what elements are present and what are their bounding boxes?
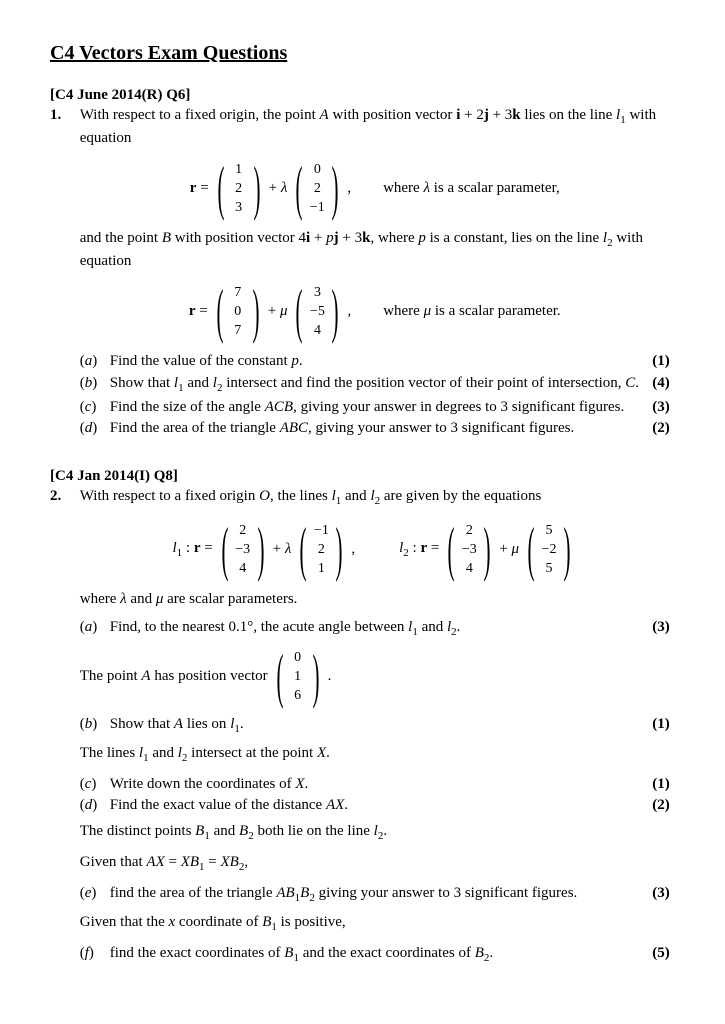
text: and: [341, 488, 370, 504]
text: with position vector: [329, 107, 457, 123]
text: where: [383, 180, 423, 196]
text: .: [326, 745, 330, 761]
q1-part-b: (b) Show that l1 and l2 intersect and fi…: [80, 373, 670, 396]
text: Given that: [80, 854, 147, 870]
q2-part-c: (c) Write down the coordinates of X. (1): [80, 774, 670, 794]
text: where: [80, 591, 120, 607]
text: =: [165, 854, 181, 870]
text: and: [127, 591, 156, 607]
marks: (1): [642, 714, 670, 734]
q1-part-a: (a) Find the value of the constant p. (1…: [80, 351, 670, 371]
text: Given that the: [80, 914, 169, 930]
q1-part-c: (c) Find the size of the angle ACB, givi…: [80, 397, 670, 417]
text: With respect to a fixed origin: [80, 488, 259, 504]
q2-body: With respect to a fixed origin O, the li…: [80, 486, 670, 971]
text: intersect at the point: [187, 745, 317, 761]
text: is positive,: [277, 914, 346, 930]
text: The point: [80, 668, 142, 684]
q1-part-d: (d) Find the area of the triangle ABC, g…: [80, 418, 670, 438]
page-title: C4 Vectors Exam Questions: [50, 40, 675, 67]
marks: (2): [642, 795, 670, 815]
text: =: [205, 854, 221, 870]
text: The lines: [80, 745, 139, 761]
text: both lie on the line: [254, 823, 374, 839]
q2-part-e: (e) find the area of the triangle AB1B2 …: [80, 883, 670, 906]
marks: (3): [642, 617, 670, 637]
text: is a constant, lies on the line: [426, 230, 603, 246]
marks: (3): [642, 883, 670, 903]
text: , where: [370, 230, 418, 246]
marks: (1): [642, 774, 670, 794]
q2-part-d: (d) Find the exact value of the distance…: [80, 795, 670, 815]
text: coordinate of: [175, 914, 262, 930]
q2-eqn: l1 : r = (2−34) + λ (−121) , l2 : r = (2…: [80, 519, 670, 579]
marks: (2): [642, 418, 670, 438]
marks: (1): [642, 351, 670, 371]
text: The distinct points: [80, 823, 195, 839]
text: is a scalar parameter,: [430, 180, 560, 196]
text: , the lines: [270, 488, 332, 504]
q2-header: [C4 Jan 2014(I) Q8]: [50, 466, 675, 486]
q2-number: 2.: [50, 486, 76, 506]
text: .: [383, 823, 387, 839]
q2-part-a: (a) Find, to the nearest 0.1°, the acute…: [80, 617, 670, 640]
q1-body: With respect to a fixed origin, the poin…: [80, 105, 670, 444]
marks: (3): [642, 397, 670, 417]
text: is a scalar parameter.: [431, 303, 561, 319]
text: With respect to a fixed origin, the poin…: [80, 107, 320, 123]
q1-header: [C4 June 2014(R) Q6]: [50, 85, 675, 105]
marks: (5): [642, 943, 670, 963]
text: lies on the line: [521, 107, 616, 123]
text: are scalar parameters.: [163, 591, 297, 607]
text: has position vector: [151, 668, 268, 684]
q1-eqn1: r = (123) + λ (02−1) , where λ is a scal…: [80, 158, 670, 218]
q2-part-f: (f) find the exact coordinates of B1 and…: [80, 943, 670, 966]
text: and the point: [80, 230, 162, 246]
marks: (4): [642, 373, 670, 393]
q2-part-b: (b) Show that A lies on l1. (1): [80, 714, 670, 737]
text: with position vector 4: [171, 230, 306, 246]
text: and: [149, 745, 178, 761]
text: are given by the equations: [380, 488, 541, 504]
text: ,: [244, 854, 248, 870]
q1-eqn2: r = (707) + μ (3−54) , where μ is a scal…: [80, 281, 670, 341]
text: where: [383, 303, 423, 319]
q1-number: 1.: [50, 105, 76, 125]
text: and: [210, 823, 239, 839]
